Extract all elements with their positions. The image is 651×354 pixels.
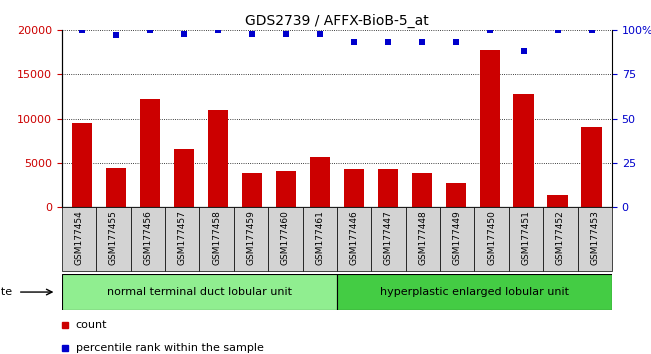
Text: count: count — [76, 320, 107, 330]
Point — [417, 40, 427, 45]
Point — [77, 27, 87, 33]
Point — [247, 31, 257, 36]
Bar — [480, 50, 500, 207]
Point — [450, 40, 461, 45]
Bar — [509, 207, 543, 271]
Point — [111, 33, 121, 38]
Text: GSM177451: GSM177451 — [521, 210, 531, 265]
Text: disease state: disease state — [0, 287, 12, 297]
Bar — [577, 207, 612, 271]
Bar — [174, 149, 194, 207]
Text: GSM177452: GSM177452 — [556, 210, 565, 265]
Text: hyperplastic enlarged lobular unit: hyperplastic enlarged lobular unit — [380, 287, 569, 297]
Bar — [371, 207, 406, 271]
Point — [587, 27, 597, 33]
Text: GSM177450: GSM177450 — [487, 210, 496, 265]
Text: GSM177458: GSM177458 — [212, 210, 221, 265]
Point — [484, 27, 495, 33]
Bar — [165, 207, 199, 271]
Bar — [268, 207, 303, 271]
Bar — [303, 207, 337, 271]
Bar — [475, 207, 509, 271]
Text: GSM177457: GSM177457 — [178, 210, 187, 265]
Bar — [96, 207, 131, 271]
Bar — [543, 207, 577, 271]
Bar — [72, 123, 92, 207]
Bar — [140, 99, 160, 207]
Point — [145, 27, 156, 33]
Text: GSM177449: GSM177449 — [452, 210, 462, 265]
Point — [314, 31, 325, 36]
Bar — [234, 207, 268, 271]
Text: GSM177446: GSM177446 — [350, 210, 359, 265]
Bar — [310, 156, 330, 207]
Bar — [445, 183, 466, 207]
Bar — [344, 169, 364, 207]
Text: GSM177460: GSM177460 — [281, 210, 290, 265]
Bar — [131, 207, 165, 271]
Point — [518, 48, 529, 54]
Title: GDS2739 / AFFX-BioB-5_at: GDS2739 / AFFX-BioB-5_at — [245, 13, 429, 28]
Point — [213, 27, 223, 33]
Bar — [337, 274, 612, 310]
Text: GSM177455: GSM177455 — [109, 210, 118, 265]
Bar — [199, 207, 234, 271]
Bar — [62, 207, 96, 271]
Text: GSM177456: GSM177456 — [143, 210, 152, 265]
Bar — [106, 168, 126, 207]
Bar — [208, 110, 229, 207]
Point — [281, 31, 291, 36]
Text: GSM177448: GSM177448 — [419, 210, 427, 265]
Bar — [276, 171, 296, 207]
Bar — [62, 274, 337, 310]
Text: GSM177447: GSM177447 — [384, 210, 393, 265]
Text: GSM177454: GSM177454 — [74, 210, 83, 265]
Bar — [581, 127, 602, 207]
Text: GSM177453: GSM177453 — [590, 210, 600, 265]
Bar — [514, 94, 534, 207]
Point — [179, 31, 189, 36]
Text: GSM177459: GSM177459 — [247, 210, 255, 265]
Point — [349, 40, 359, 45]
Bar — [406, 207, 440, 271]
Bar — [440, 207, 475, 271]
Bar — [411, 172, 432, 207]
Bar — [337, 207, 371, 271]
Text: normal terminal duct lobular unit: normal terminal duct lobular unit — [107, 287, 292, 297]
Text: percentile rank within the sample: percentile rank within the sample — [76, 343, 264, 353]
Text: GSM177461: GSM177461 — [315, 210, 324, 265]
Bar — [242, 172, 262, 207]
Point — [553, 27, 563, 33]
Point — [383, 40, 393, 45]
Bar — [547, 195, 568, 207]
Bar — [378, 169, 398, 207]
